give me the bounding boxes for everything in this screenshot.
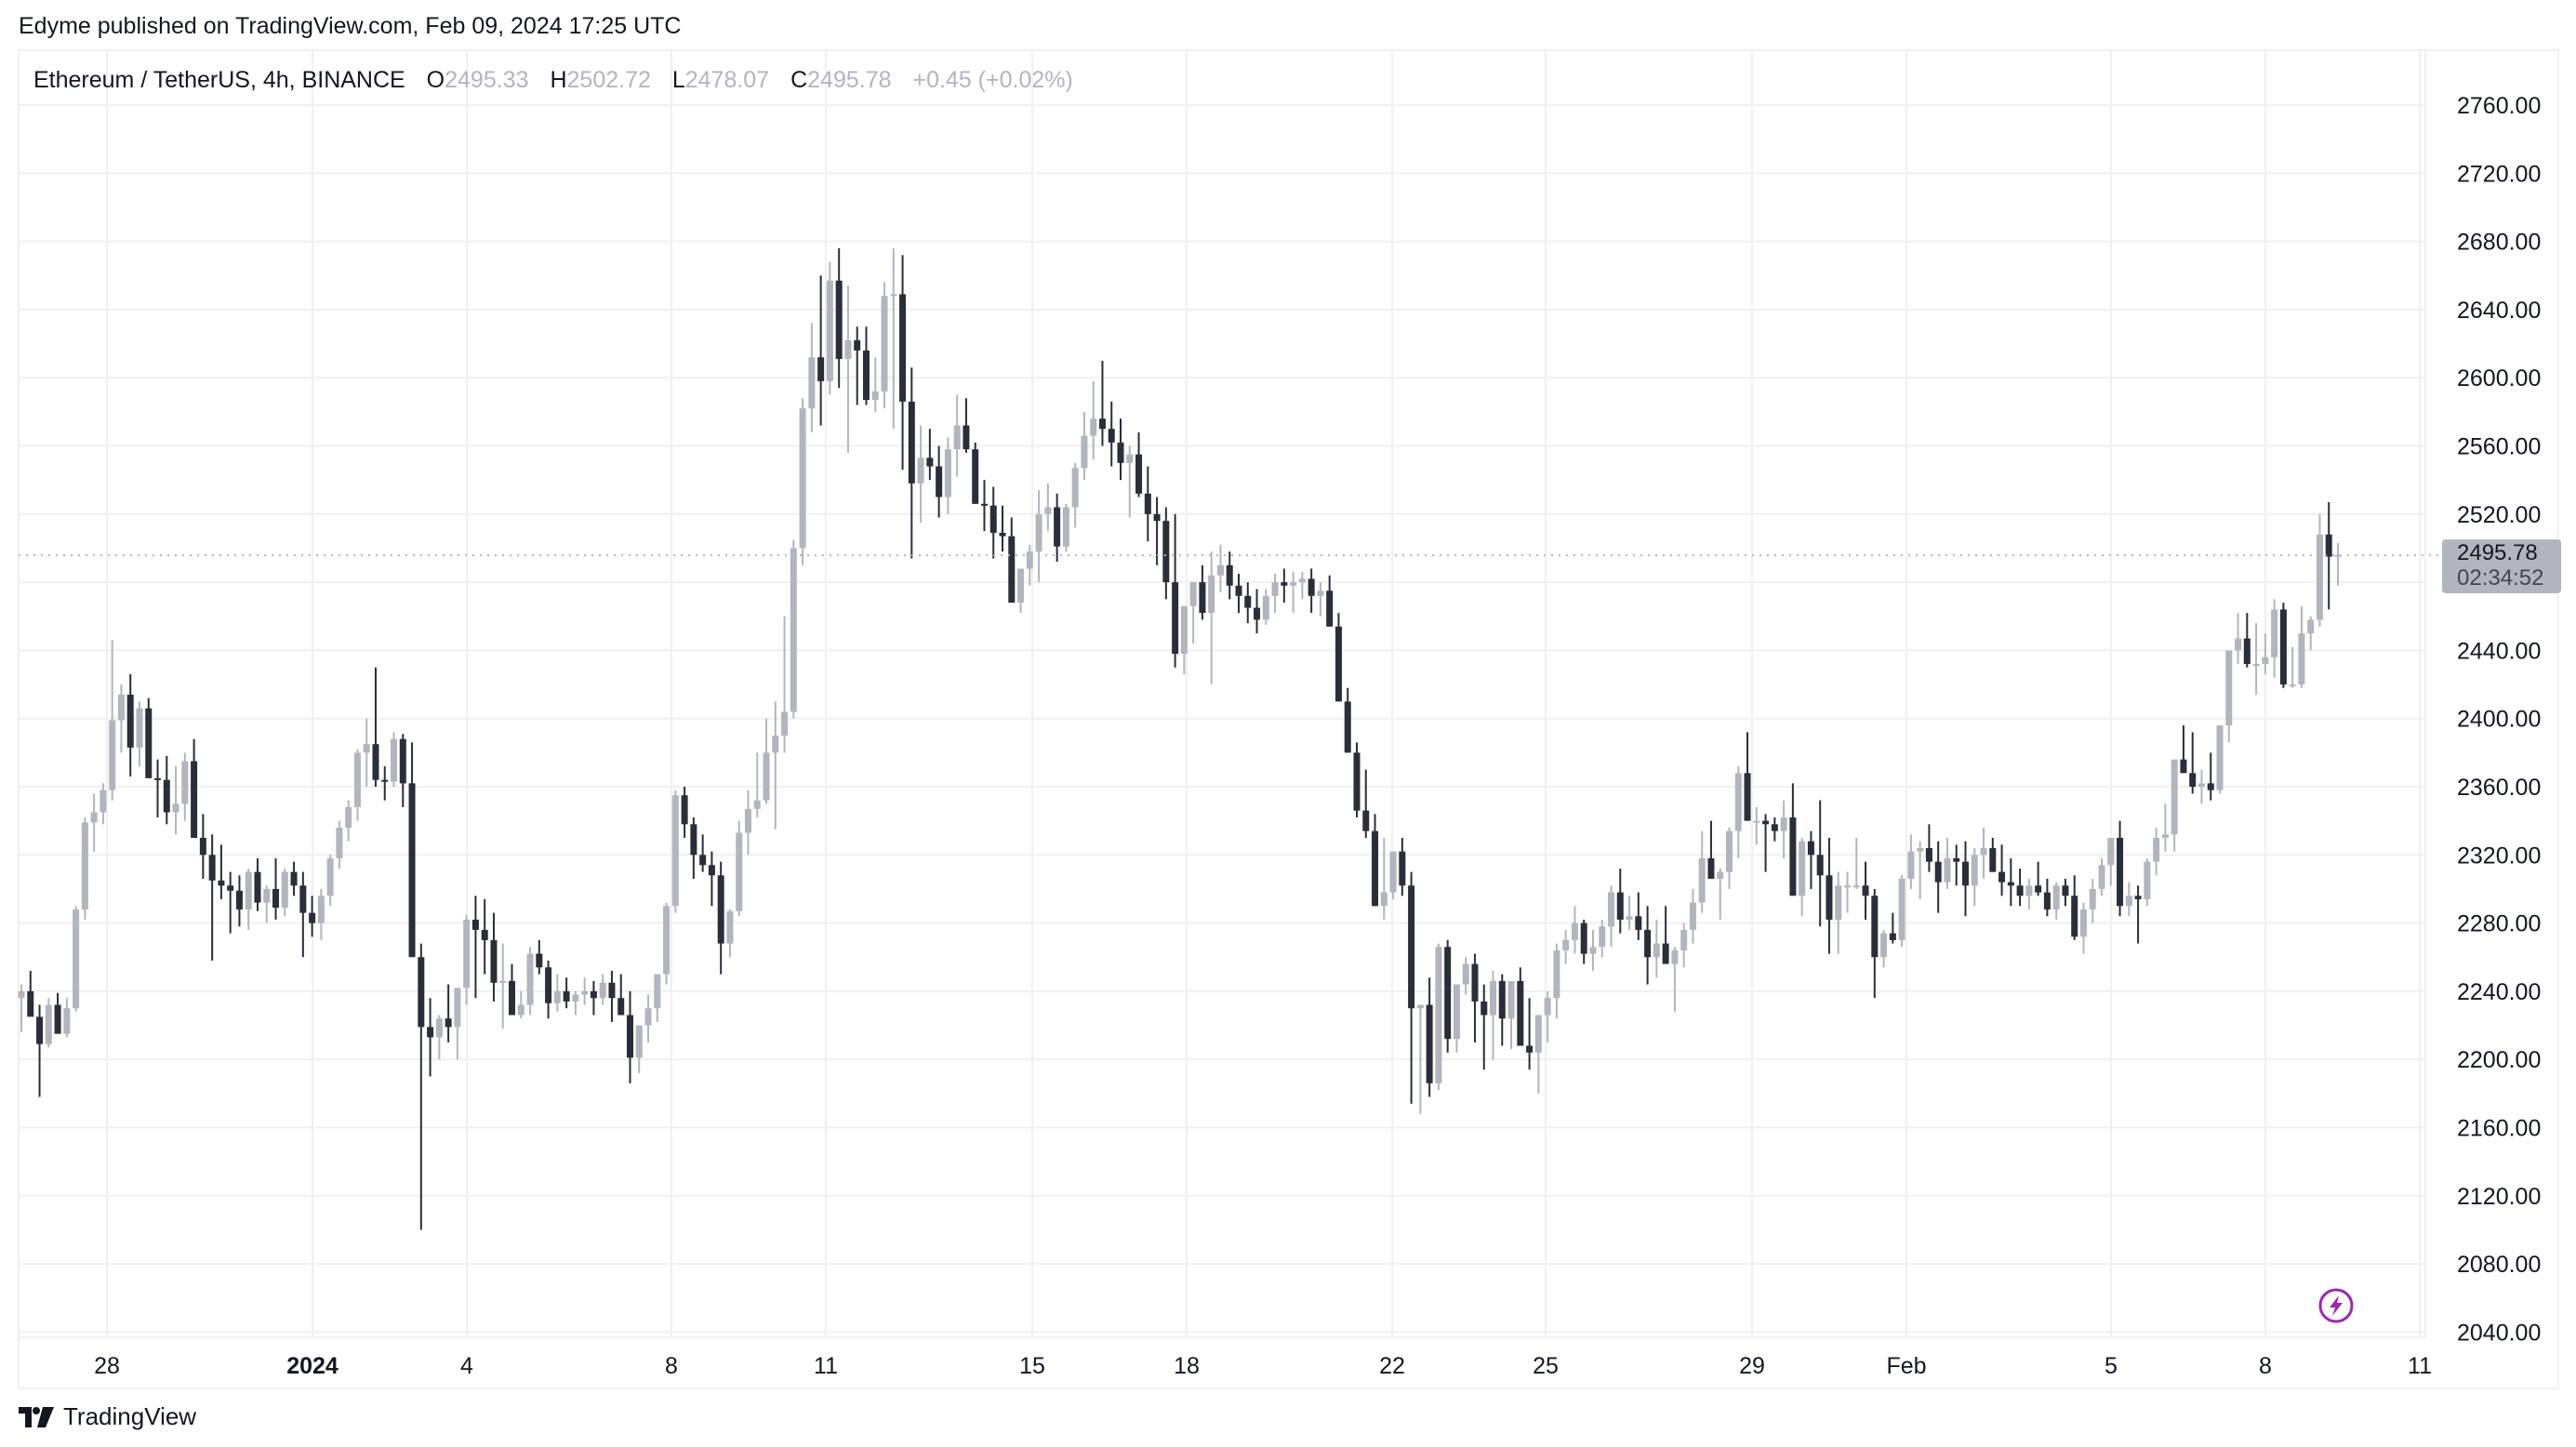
price-tick-label: 2520.00: [2457, 502, 2541, 528]
price-tick-label: 2240.00: [2457, 979, 2541, 1005]
date-tick-label: 28: [94, 1353, 120, 1379]
price-tick-label: 2360.00: [2457, 775, 2541, 801]
price-axis[interactable]: 2760.00 2720.00 2680.00 2640.00 2600.00 2560.…: [2457, 93, 2541, 1346]
price-tick-label: 2440.00: [2457, 638, 2541, 664]
candles: [18, 247, 2342, 1230]
date-tick-label: Feb: [1886, 1353, 1926, 1379]
date-tick-label: 22: [1379, 1353, 1405, 1379]
price-tick-label: 2600.00: [2457, 365, 2541, 392]
price-tick-label: 2040.00: [2457, 1320, 2541, 1346]
date-tick-label: 25: [1533, 1353, 1559, 1379]
tradingview-logo[interactable]: TradingView: [19, 1402, 196, 1431]
price-tick-label: 2400.00: [2457, 707, 2541, 733]
close-value: 2495.78: [807, 67, 892, 93]
low-label: L: [671, 67, 685, 93]
symbol-title[interactable]: Ethereum / TetherUS, 4h, BINANCE: [33, 67, 405, 93]
price-tick-label: 2680.00: [2457, 230, 2541, 256]
price-tick-label: 2280.00: [2457, 911, 2541, 937]
close-label: C: [790, 67, 808, 93]
last-price-value: 2495.78: [2457, 540, 2538, 565]
date-tick-label: 2024: [286, 1353, 339, 1379]
time-axis[interactable]: 28 2024 4 8 11 15 18 22 25 29 Feb 5 8 11: [94, 1353, 2432, 1379]
tradingview-brand: TradingView: [63, 1402, 197, 1430]
price-tick-label: 2560.00: [2457, 434, 2541, 460]
low-value: 2478.07: [684, 67, 770, 93]
price-tick-label: 2160.00: [2457, 1116, 2541, 1142]
price-tick-label: 2720.00: [2457, 161, 2541, 187]
open-label: O: [426, 67, 445, 93]
date-tick-label: 15: [1019, 1353, 1045, 1379]
grid-lines: [19, 50, 2425, 1337]
published-caption: Edyme published on TradingView.com, Feb …: [19, 13, 682, 39]
high-value: 2502.72: [566, 67, 651, 93]
price-tick-label: 2200.00: [2457, 1047, 2541, 1073]
symbol-legend: Ethereum / TetherUS, 4h, BINANCE O2495.3…: [33, 67, 1073, 94]
lightning-icon[interactable]: [2317, 1287, 2355, 1324]
price-tick-label: 2120.00: [2457, 1184, 2541, 1210]
price-tick-label: 2320.00: [2457, 843, 2541, 869]
price-tick-label: 2760.00: [2457, 93, 2541, 119]
change-value: +0.45 (+0.02%): [912, 67, 1073, 93]
date-tick-label: 8: [2259, 1353, 2272, 1379]
date-tick-label: 5: [2105, 1353, 2118, 1379]
tradingview-logo-icon: [19, 1406, 54, 1427]
date-tick-label: 8: [665, 1353, 678, 1379]
bar-countdown: 02:34:52: [2457, 565, 2544, 591]
last-price-label: 2495.78 02:34:52: [2442, 539, 2561, 593]
price-tick-label: 2640.00: [2457, 298, 2541, 324]
open-value: 2495.33: [445, 67, 529, 93]
date-tick-label: 29: [1739, 1353, 1765, 1379]
date-tick-label: 18: [1174, 1353, 1200, 1379]
date-tick-label: 11: [2408, 1353, 2432, 1379]
high-label: H: [550, 67, 567, 93]
date-tick-label: 11: [814, 1353, 838, 1379]
price-tick-label: 2080.00: [2457, 1252, 2541, 1278]
date-tick-label: 4: [460, 1353, 473, 1379]
